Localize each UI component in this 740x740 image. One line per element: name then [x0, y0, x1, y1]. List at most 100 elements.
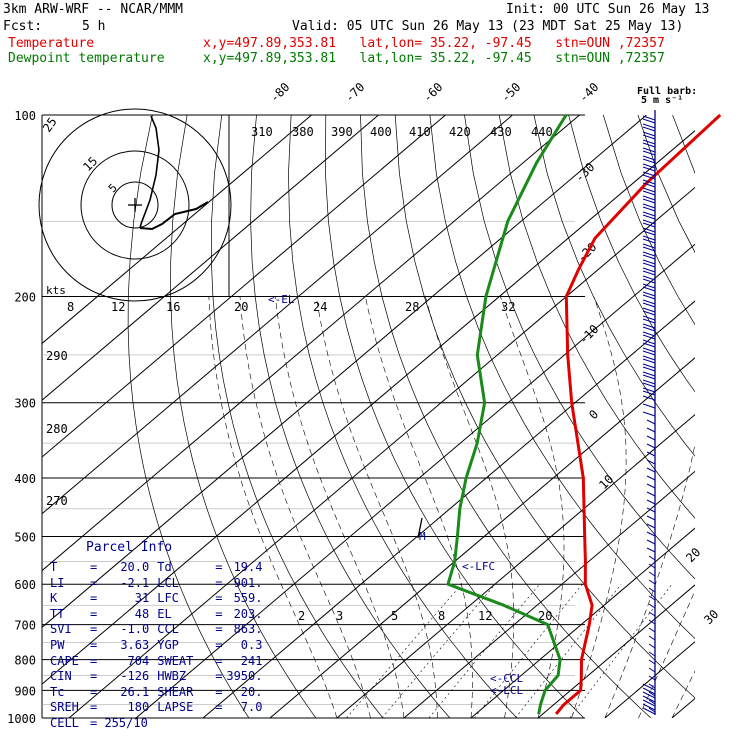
- mixing-ratio-label: 8: [438, 609, 445, 623]
- mixing-ratio-line: [569, 584, 673, 718]
- barb-flag: [642, 259, 656, 265]
- barb-flag: [642, 283, 656, 289]
- parcel-value: 26.1: [120, 684, 150, 699]
- barb-flag: [642, 211, 656, 217]
- barb-flag: [642, 339, 656, 345]
- parcel-info-row: CIN = -126 HWBZ = 3950.: [50, 669, 263, 684]
- dry-adiabat-label: 390: [331, 125, 353, 139]
- barb-flag: [646, 443, 656, 449]
- parcel-info-row: SREH = 180 LAPSE = 7.0: [50, 700, 263, 715]
- parcel-info-row: T = 20.0 Td = 19.4: [50, 560, 263, 574]
- parcel-key: LI: [50, 575, 65, 590]
- barb-flag: [642, 278, 656, 284]
- el-marker: <-EL: [268, 293, 295, 306]
- barb-flag: [648, 651, 656, 657]
- parcel-key: Tc: [50, 684, 65, 699]
- isotherm-label: 30: [701, 607, 721, 627]
- isotherm-label: -30: [572, 160, 597, 185]
- barb-flag: [642, 182, 656, 188]
- dry-adiabat: [394, 115, 695, 699]
- dry-adiabat-label: 410: [409, 125, 431, 139]
- barb-flag: [642, 390, 656, 396]
- ccl-marker: <-CCL: [490, 672, 523, 685]
- parcel-value: 7.0: [240, 700, 263, 715]
- barb-flag: [642, 123, 656, 129]
- hodo-trace-a: [139, 115, 160, 229]
- barb-flag: [646, 459, 656, 465]
- barb-flag: [648, 555, 656, 561]
- barb-flag: [646, 435, 656, 441]
- barb-flag: [642, 142, 656, 148]
- parcel-value: -126: [120, 669, 150, 684]
- barb-flag: [642, 179, 656, 185]
- parcel-value: -2.1: [120, 575, 150, 590]
- upper-axis-label: 16: [166, 300, 180, 314]
- hodo-ring-15: [80, 150, 190, 260]
- mixing-ratio-line: [515, 584, 622, 718]
- dry-adiabat: [211, 115, 384, 718]
- parcel-info-row: PW = 3.63 YGP = 0.3: [50, 638, 263, 652]
- barb-flag: [646, 451, 656, 457]
- mixing-ratio-line: [474, 584, 583, 718]
- parcel-key: CCL: [157, 622, 179, 637]
- forecast-label: Fcst:: [3, 19, 43, 34]
- barb-flag: [642, 227, 656, 233]
- isotherm: [42, 115, 513, 515]
- barb-flag: [642, 294, 656, 300]
- parcel-key: LAPSE: [157, 700, 194, 715]
- parcel-key: CIN: [50, 669, 72, 684]
- parcel-info-row: TT = 48 EL = 203.: [50, 606, 263, 621]
- parcel-info-row: SVI = -1.0 CCL = 863.: [50, 622, 263, 637]
- barb-flag: [642, 155, 656, 161]
- barb-flag: [642, 171, 656, 177]
- isotherm: [336, 413, 695, 718]
- pressure-label: 800: [14, 654, 36, 668]
- barb-flag: [648, 675, 656, 681]
- moist-adiabat: [671, 670, 695, 718]
- parcel-key: SWEAT: [157, 653, 194, 668]
- isotherm-label: 20: [683, 545, 703, 565]
- barb-flag: [648, 635, 656, 641]
- isotherm: [42, 115, 647, 628]
- isotherm: [537, 584, 695, 718]
- dry-adiabat-label: 280: [46, 422, 68, 436]
- hodo-trace-b: [139, 201, 209, 231]
- barb-flag: [646, 491, 656, 497]
- moist-adiabat: [500, 296, 565, 718]
- barb-flag: [646, 523, 656, 529]
- parcel-key: T: [50, 560, 58, 574]
- parcel-value: 863.: [233, 622, 263, 637]
- hodo-label-15: 15: [80, 154, 100, 174]
- barb-flag: [648, 691, 656, 697]
- barb-flag: [642, 166, 656, 172]
- barb-flag: [642, 699, 656, 707]
- isotherm-label: -60: [420, 80, 445, 105]
- dry-adiabat-label: 430: [490, 125, 512, 139]
- barb-flag: [642, 195, 656, 201]
- parcel-value: 48: [134, 606, 150, 621]
- pressure-label: 300: [14, 397, 36, 411]
- pressure-label: 500: [14, 530, 36, 544]
- parcel-value: 0.3: [240, 638, 263, 652]
- barb-flag: [642, 251, 656, 257]
- isotherm: [42, 115, 312, 345]
- parcel-key: K: [50, 591, 58, 606]
- moist-adiabat: [239, 296, 371, 718]
- pressure-label: 200: [14, 291, 36, 305]
- parcel-value: 20.: [240, 684, 263, 699]
- parcel-key: TT: [50, 606, 65, 621]
- parcel-path: [417, 517, 423, 539]
- parcel-value: 241: [240, 653, 263, 668]
- barb-flag: [642, 342, 656, 348]
- parcel-key: Td: [157, 560, 172, 574]
- barb-flag: [642, 115, 656, 121]
- parcel-info-row: K = 31 LFC = 559.: [50, 591, 263, 606]
- isotherm-label: -70: [342, 80, 367, 105]
- dewpoint-line: [446, 114, 568, 715]
- parcel-key: YGP: [157, 638, 179, 652]
- barb-flag: [642, 334, 656, 340]
- dry-adiabat-label: 290: [46, 349, 68, 363]
- pressure-label: 900: [14, 684, 36, 698]
- lcl-marker: <-LCL: [490, 684, 523, 697]
